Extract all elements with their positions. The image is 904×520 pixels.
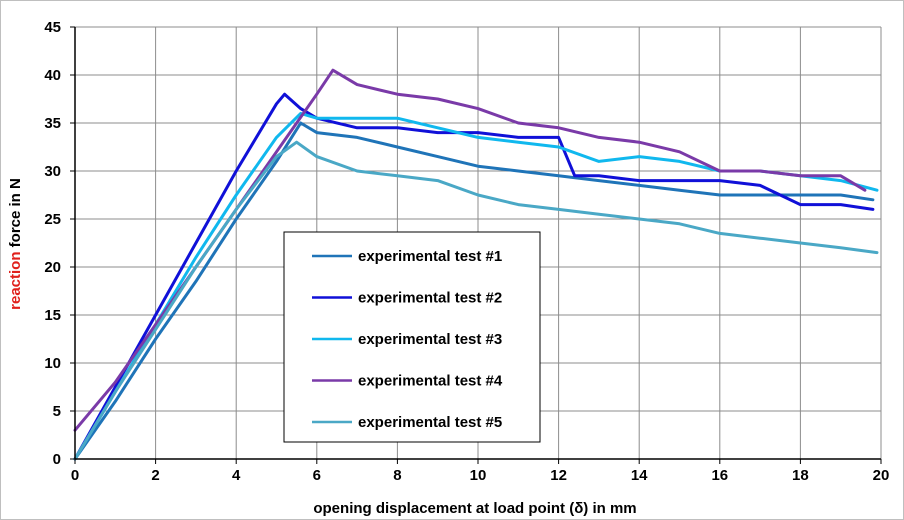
legend-label: experimental test #5 bbox=[358, 414, 502, 431]
y-tick-label: 0 bbox=[53, 451, 61, 468]
series-line-1 bbox=[73, 121, 875, 461]
legend-entry: experimental test #5 bbox=[312, 414, 502, 431]
x-tick-label: 2 bbox=[151, 467, 159, 484]
legend-label: experimental test #1 bbox=[358, 248, 502, 265]
x-tick-label: 14 bbox=[631, 467, 648, 484]
legend: experimental test #1 experimental test #2… bbox=[283, 231, 541, 443]
y-axis-title-highlight: reaction bbox=[7, 252, 24, 310]
y-tick-label: 15 bbox=[44, 307, 61, 324]
x-tick-labels: 0 2 4 6 8 10 12 14 16 18 20 bbox=[71, 459, 890, 484]
legend-entry: experimental test #2 bbox=[312, 290, 502, 307]
y-tick-label: 40 bbox=[44, 67, 61, 84]
y-tick-label: 20 bbox=[44, 259, 61, 276]
x-tick-label: 0 bbox=[71, 467, 79, 484]
x-tick-label: 4 bbox=[232, 467, 241, 484]
legend-label: experimental test #2 bbox=[358, 290, 502, 307]
x-tick-label: 18 bbox=[792, 467, 809, 484]
x-tick-label: 16 bbox=[711, 467, 728, 484]
y-tick-label: 35 bbox=[44, 115, 61, 132]
x-tick-label: 10 bbox=[470, 467, 487, 484]
legend-entry: experimental test #1 bbox=[312, 248, 502, 265]
legend-box bbox=[283, 231, 541, 443]
y-tick-label: 10 bbox=[44, 355, 61, 372]
legend-entry: experimental test #4 bbox=[312, 373, 503, 390]
y-tick-label: 5 bbox=[53, 403, 61, 420]
x-tick-label: 12 bbox=[550, 467, 567, 484]
legend-entry: experimental test #3 bbox=[312, 331, 502, 348]
y-axis-title: reaction force in N bbox=[7, 178, 24, 310]
y-tick-label: 45 bbox=[44, 19, 61, 36]
series-layer bbox=[73, 68, 879, 461]
legend-label: experimental test #4 bbox=[358, 373, 503, 390]
y-tick-labels: 0 5 10 15 20 25 30 35 40 45 bbox=[44, 19, 75, 468]
x-tick-label: 20 bbox=[873, 467, 890, 484]
legend-label: experimental test #3 bbox=[358, 331, 502, 348]
x-axis-title: opening displacement at load point (δ) i… bbox=[313, 500, 636, 517]
y-axis-title-rest: force in N bbox=[7, 178, 24, 251]
y-tick-label: 30 bbox=[44, 163, 61, 180]
x-tick-label: 8 bbox=[393, 467, 401, 484]
series-line-5 bbox=[73, 140, 879, 461]
y-tick-label: 25 bbox=[44, 211, 61, 228]
x-tick-label: 6 bbox=[313, 467, 321, 484]
